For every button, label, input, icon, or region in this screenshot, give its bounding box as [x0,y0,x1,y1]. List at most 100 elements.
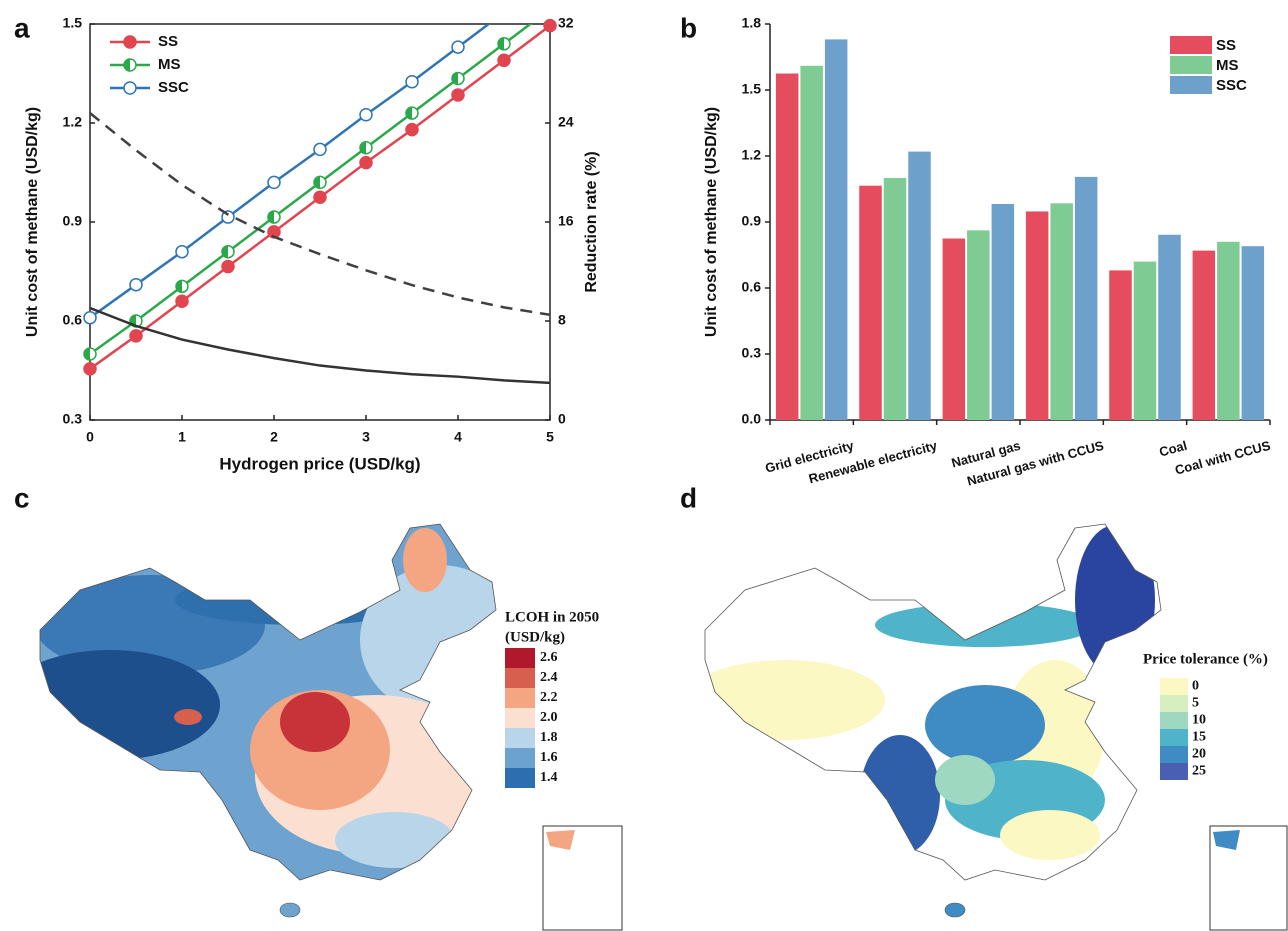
marker-body [130,330,142,342]
legend-swatch [1160,746,1188,763]
y-tick-label: 0.9 [742,213,762,229]
legend-title: Price tolerance (%) [1143,651,1268,667]
x-tick-label: 4 [454,429,462,445]
bar [1193,251,1216,420]
legend-title: (USD/kg) [505,629,565,645]
legend-label: 1.4 [540,770,558,785]
y-tick-label: 0.3 [742,345,762,361]
legend-label: 5 [1192,696,1199,711]
bar [1158,235,1181,420]
legend-label: 2.2 [540,690,558,705]
bar [943,239,966,421]
legend-title: LCOH in 2050 [505,609,599,625]
y-axis-label: Unit cost of methane (USD/kg) [24,107,41,337]
marker [406,76,418,88]
y-tick-label: 0.6 [63,312,83,328]
marker-body [452,89,464,101]
legend-label: MS [1216,57,1239,74]
x-tick-label: 3 [362,429,370,445]
map-d [685,500,1175,917]
legend-label: 2.4 [540,670,558,685]
legend-swatch [505,648,535,668]
y2-tick-label: 0 [558,411,566,427]
bar [1109,270,1132,420]
marker-body [84,312,96,324]
x-tick-label: 0 [86,429,94,445]
bar [884,178,907,420]
legend-label: 0 [1192,679,1199,694]
y-tick-label: 1.5 [63,15,83,31]
marker-body [452,41,464,53]
marker [406,124,418,136]
marker-body [544,20,556,32]
marker [360,109,372,121]
marker [130,330,142,342]
bar [1217,242,1240,420]
legend-swatch [505,728,535,748]
marker [360,157,372,169]
legend-label: 25 [1192,764,1206,779]
marker-body [124,36,136,48]
marker [84,363,96,375]
legend-label: MS [158,56,181,73]
marker [84,348,96,360]
marker [406,107,418,119]
y2-tick-label: 24 [558,114,574,130]
legend-swatch [1160,763,1188,780]
legend-marker [124,36,136,48]
legend-label: 1.8 [540,730,558,745]
bar [992,204,1015,420]
marker-body [176,246,188,258]
marker [360,142,372,154]
legend-swatch [505,748,535,768]
marker [314,191,326,203]
y2-tick-label: 16 [558,213,574,229]
y-tick-label: 0.6 [742,279,762,295]
bar [1075,177,1098,420]
x-tick-label: 2 [270,429,278,445]
legend-label: 2.6 [540,650,558,665]
legend-swatch [505,768,535,788]
legend-label: 1.6 [540,750,558,765]
legend-label: 15 [1192,730,1206,745]
legend-swatch [505,688,535,708]
marker-body [360,109,372,121]
marker [498,38,510,50]
marker-body [406,124,418,136]
y2-tick-label: 8 [558,312,566,328]
bar [1242,246,1265,420]
legend-swatch [505,668,535,688]
y-tick-label: 0.0 [742,411,762,427]
marker-body [84,363,96,375]
marker-body [360,157,372,169]
y-tick-label: 1.2 [63,114,83,130]
marker [544,20,556,32]
marker-body [268,176,280,188]
legend-swatch [1160,729,1188,746]
bar [1050,203,1073,420]
marker [498,54,510,66]
legend-label: SSC [1216,77,1247,94]
legend-swatch [1170,36,1212,54]
marker [452,41,464,53]
marker-body [314,191,326,203]
figure: a0.30.60.91.21.508162432012345Hydrogen p… [0,0,1288,931]
legend-label: 10 [1192,713,1206,728]
marker [314,176,326,188]
y-tick-label: 1.5 [742,81,762,97]
marker [176,295,188,307]
panel-label: b [680,12,697,43]
bar [1026,211,1049,420]
marker-body [124,82,136,94]
x-tick-label: Coal [1158,438,1189,460]
marker [176,246,188,258]
y2-axis-label: Reduction rate (%) [583,151,600,292]
bar [776,74,799,421]
legend-label: 20 [1192,747,1206,762]
bar [800,66,823,420]
bar [825,39,848,420]
bar [859,186,882,420]
panel-label: c [14,482,30,513]
legend-swatch [1160,678,1188,695]
x-tick-label: 1 [178,429,186,445]
